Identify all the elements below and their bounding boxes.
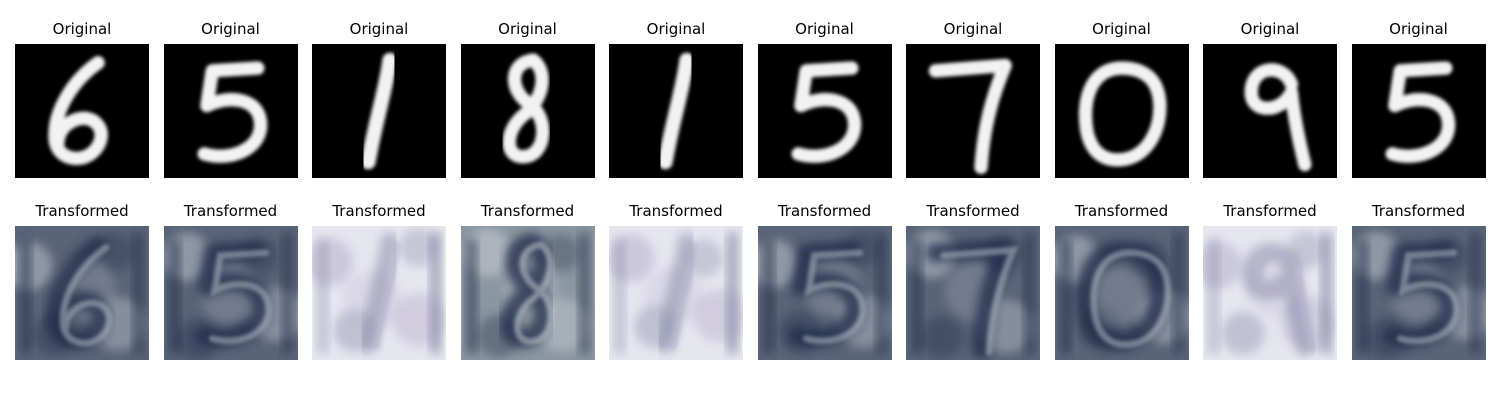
transformed-image (163, 226, 298, 360)
transformed-panel: Transformed (312, 202, 446, 362)
transformed-image (460, 226, 595, 360)
panel-title: Transformed (1074, 202, 1169, 220)
digit-image (906, 44, 1040, 178)
original-panel: Original (1203, 20, 1337, 180)
panel-title: Transformed (35, 202, 129, 220)
digit-image (1203, 44, 1337, 178)
panel-title: Transformed (777, 202, 872, 220)
transformed-panel: Transformed (1351, 202, 1486, 362)
original-panel: Original (906, 20, 1040, 180)
transformed-panel: Transformed (163, 202, 298, 362)
panel-title: Original (349, 20, 409, 38)
transformed-panel: Transformed (906, 202, 1040, 362)
transformed-image (609, 226, 743, 360)
transformed-panel: Transformed (1054, 202, 1189, 362)
panel-title: Transformed (1223, 202, 1317, 220)
digit-image (1054, 44, 1189, 178)
original-panel: Original (1054, 20, 1189, 180)
original-panel: Original (609, 20, 743, 180)
original-panel: Original (15, 20, 149, 180)
panel-title: Transformed (926, 202, 1020, 220)
digit-image (163, 44, 298, 178)
panel-title: Original (1389, 20, 1448, 38)
panel-title: Original (646, 20, 706, 38)
transformed-panel: Transformed (15, 202, 149, 362)
digit-image (312, 44, 446, 178)
transformed-panel: Transformed (609, 202, 743, 362)
transformed-panel: Transformed (757, 202, 892, 362)
digit-image (15, 44, 149, 178)
panel-title: Transformed (480, 202, 575, 220)
panel-title: Original (943, 20, 1003, 38)
digit-image (609, 44, 743, 178)
original-panel: Original (757, 20, 892, 180)
panel-title: Original (795, 20, 854, 38)
panel-title: Transformed (332, 202, 426, 220)
transformed-image (312, 226, 446, 360)
transformed-image (906, 226, 1040, 360)
transformed-panel: Transformed (460, 202, 595, 362)
original-panel: Original (1351, 20, 1486, 180)
original-panel: Original (312, 20, 446, 180)
transformed-image (1203, 226, 1337, 360)
panel-title: Original (498, 20, 557, 38)
panel-title: Original (1092, 20, 1151, 38)
digit-image (757, 44, 892, 178)
transformed-image (1351, 226, 1486, 360)
panel-title: Original (52, 20, 112, 38)
digit-image (1351, 44, 1486, 178)
original-panel: Original (460, 20, 595, 180)
panel-title: Transformed (183, 202, 278, 220)
panel-title: Transformed (1371, 202, 1466, 220)
original-panel: Original (163, 20, 298, 180)
digit-image (460, 44, 595, 178)
panel-title: Original (1240, 20, 1300, 38)
transformed-image (15, 226, 149, 360)
transformed-image (757, 226, 892, 360)
panel-title: Original (201, 20, 260, 38)
transformed-image (1054, 226, 1189, 360)
panel-title: Transformed (629, 202, 723, 220)
transformed-panel: Transformed (1203, 202, 1337, 362)
